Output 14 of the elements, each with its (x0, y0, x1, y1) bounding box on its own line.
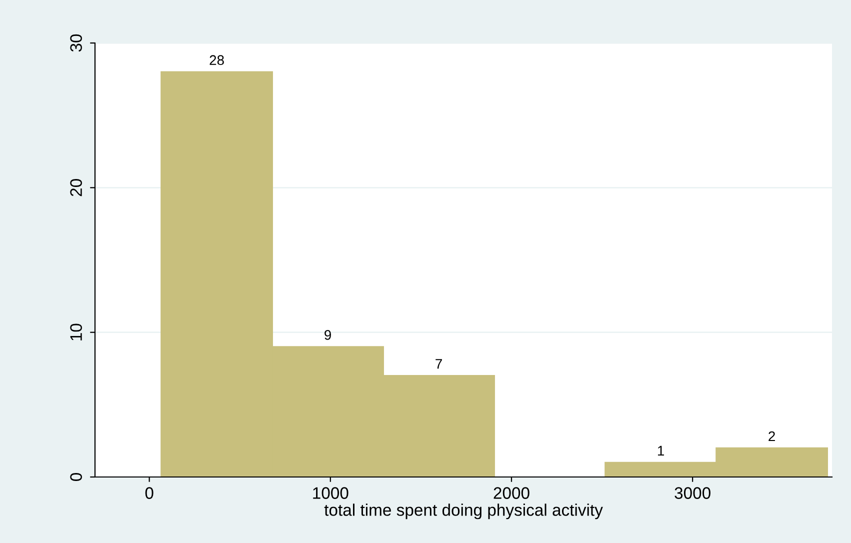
x-axis-title: total time spent doing physical activity (324, 504, 603, 520)
data-label: 1 (658, 446, 664, 456)
y-tick-label: 10 (70, 324, 82, 340)
data-label: 7 (436, 359, 442, 369)
x-tick-label: 3000 (674, 487, 710, 499)
y-tick-label: 0 (70, 473, 82, 481)
data-label: 28 (210, 55, 224, 66)
x-tick-label: 2000 (494, 487, 530, 499)
data-label: 9 (324, 330, 331, 340)
x-tick-label: 1000 (313, 487, 348, 499)
data-label: 2 (768, 431, 775, 442)
y-tick-label: 20 (70, 179, 82, 196)
x-tick-label: 0 (145, 487, 154, 499)
y-tick-label: 30 (70, 34, 82, 52)
